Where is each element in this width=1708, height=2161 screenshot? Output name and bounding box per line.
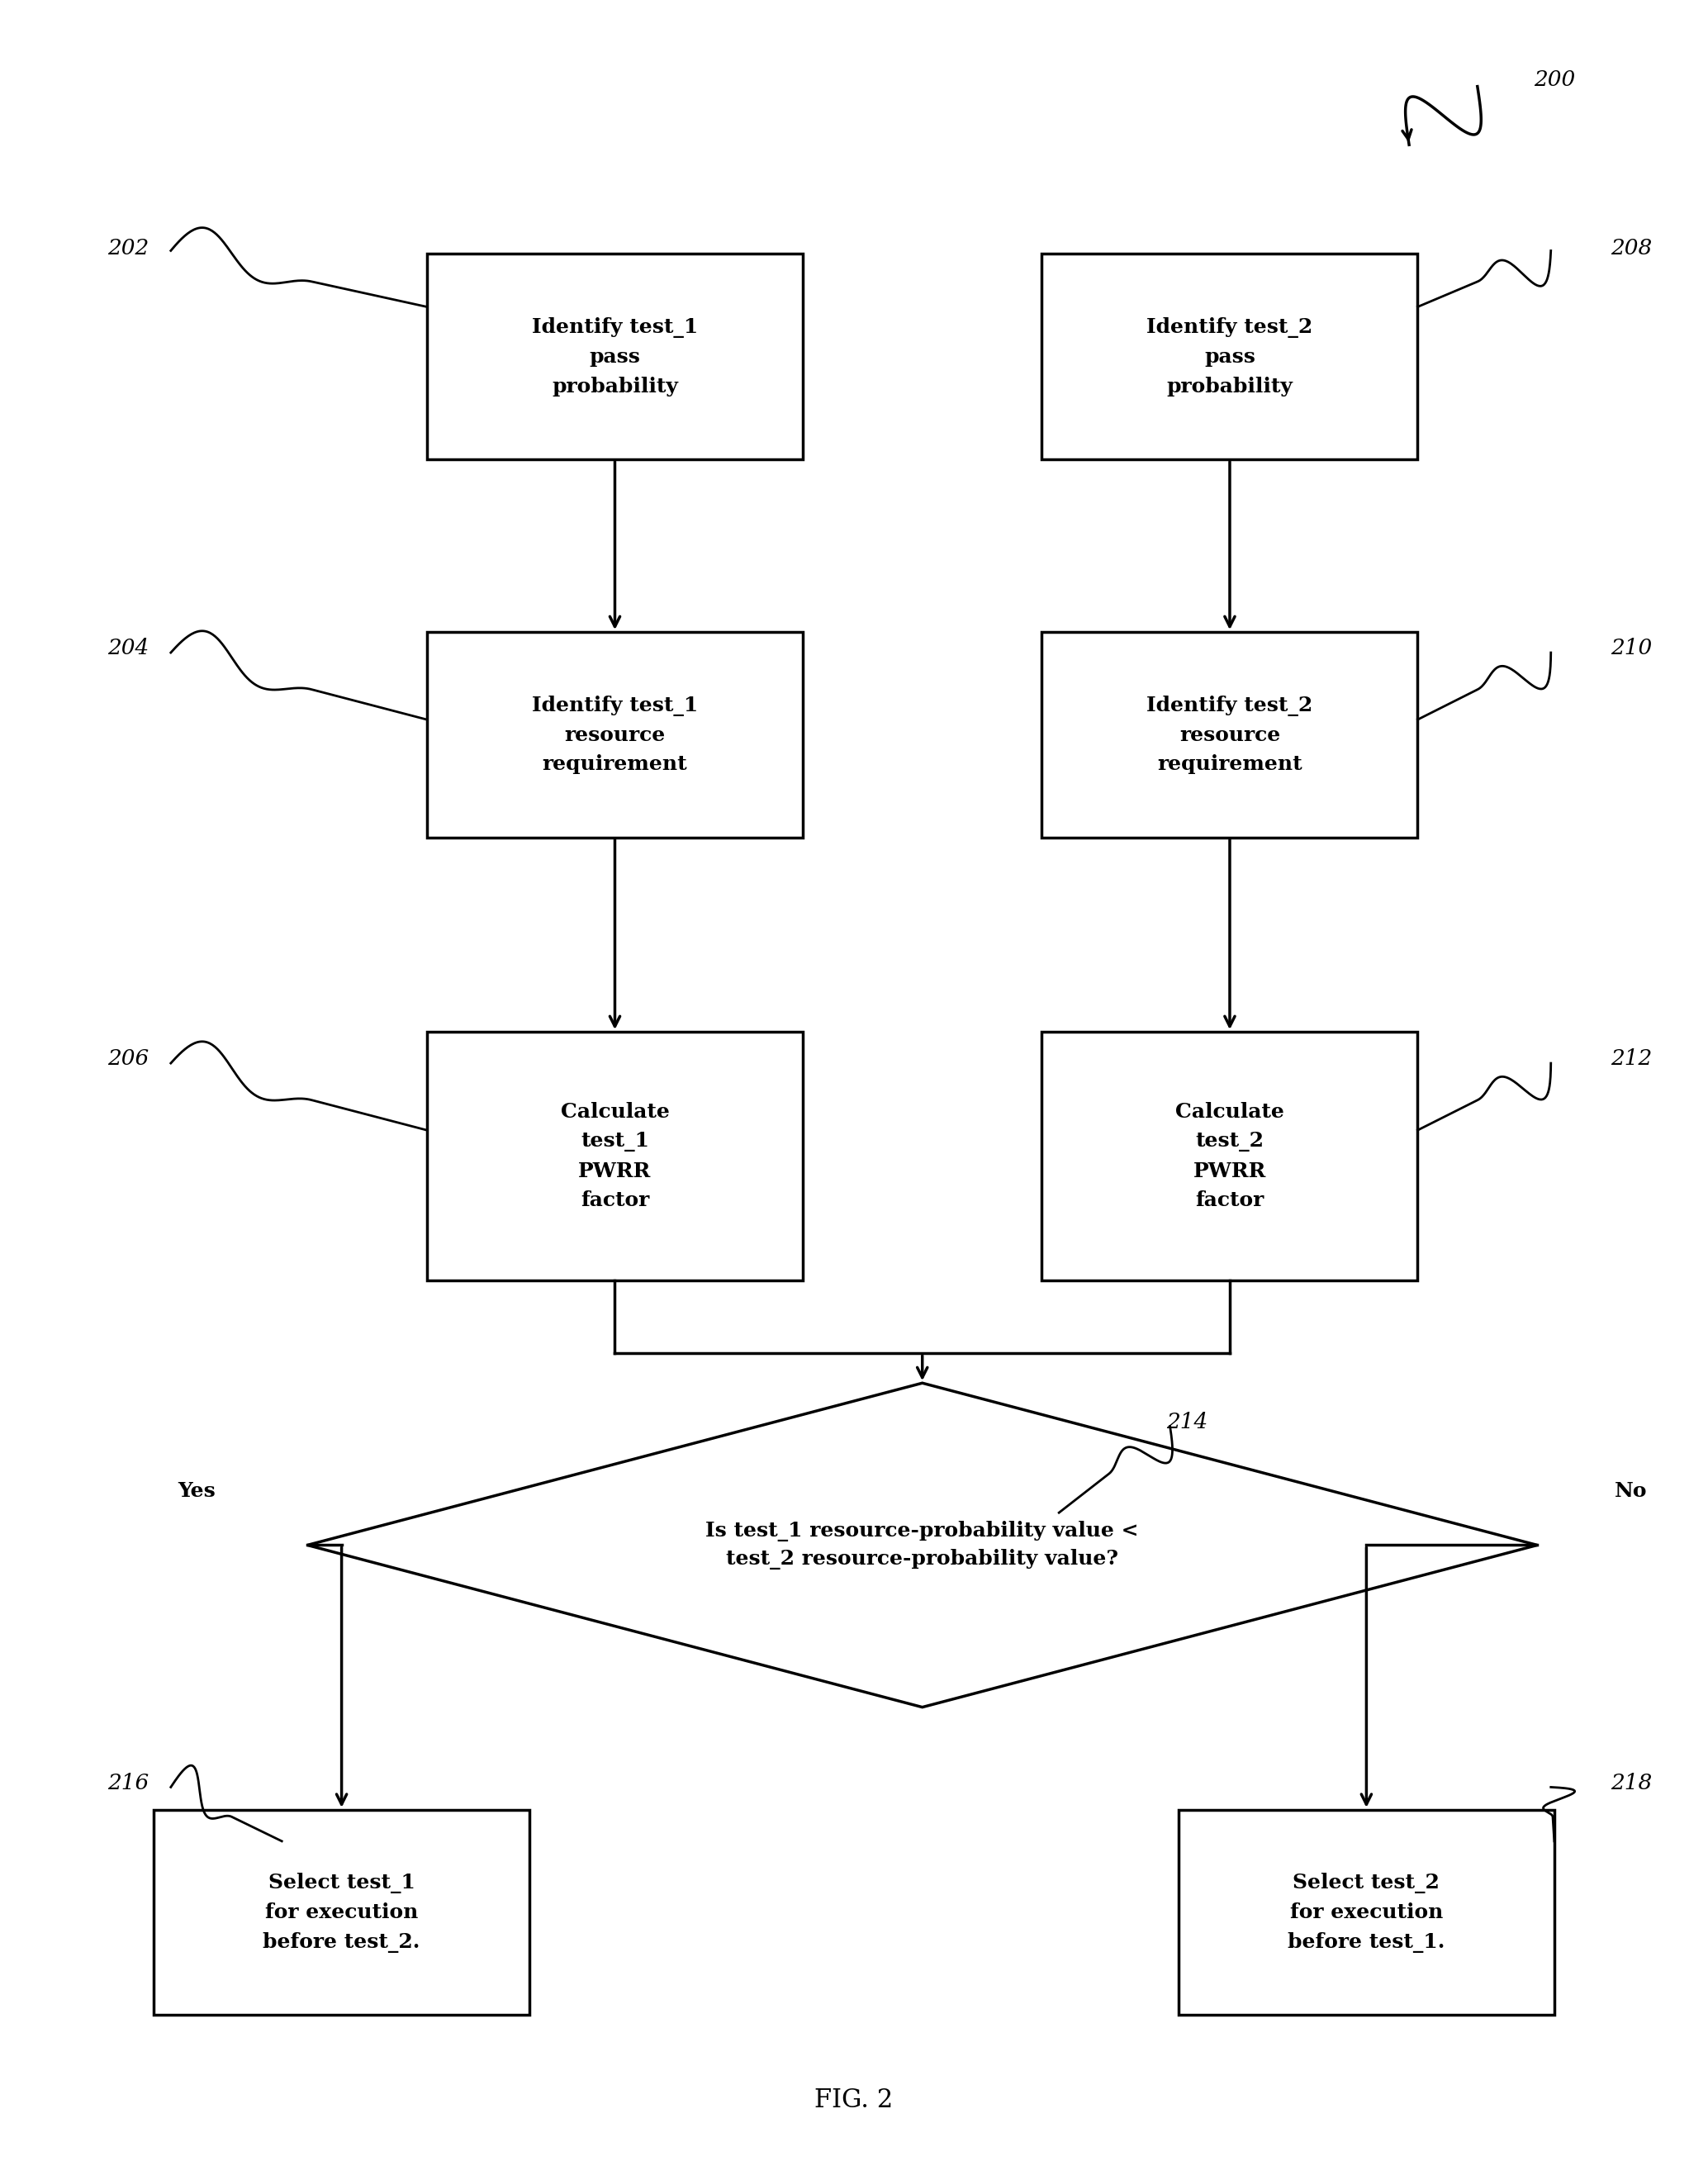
Text: Identify test_2
resource
requirement: Identify test_2 resource requirement [1146,696,1313,774]
Text: 202: 202 [108,238,149,259]
Text: 218: 218 [1611,1772,1652,1794]
Text: Yes: Yes [178,1480,215,1502]
Text: 212: 212 [1611,1048,1652,1070]
Text: 208: 208 [1611,238,1652,259]
Text: 206: 206 [108,1048,149,1070]
Text: Calculate
test_2
PWRR
factor: Calculate test_2 PWRR factor [1175,1102,1284,1210]
Text: 210: 210 [1611,637,1652,659]
Bar [1042,631,1418,836]
Text: Select test_1
for execution
before test_2.: Select test_1 for execution before test_… [263,1871,420,1954]
Text: Select test_2
for execution
before test_1.: Select test_2 for execution before test_… [1288,1871,1445,1954]
Bar [427,1031,803,1279]
Text: Is test_1 resource-probability value <
test_2 resource-probability value?: Is test_1 resource-probability value < t… [705,1521,1139,1569]
Text: 216: 216 [108,1772,149,1794]
Text: 204: 204 [108,637,149,659]
Text: Identify test_2
pass
probability: Identify test_2 pass probability [1146,318,1313,395]
Bar [1179,1811,1554,2014]
Bar [1042,1031,1418,1279]
Text: 200: 200 [1534,69,1575,91]
Text: Identify test_1
resource
requirement: Identify test_1 resource requirement [531,696,699,774]
Text: 214: 214 [1167,1411,1208,1433]
Text: FIG. 2: FIG. 2 [815,2088,893,2113]
Polygon shape [307,1383,1537,1707]
Bar [427,255,803,460]
Text: Calculate
test_1
PWRR
factor: Calculate test_1 PWRR factor [560,1102,670,1210]
Bar [427,631,803,836]
Text: No: No [1614,1480,1648,1502]
Bar [154,1811,529,2014]
Text: Identify test_1
pass
probability: Identify test_1 pass probability [531,318,699,395]
Bar [1042,255,1418,460]
